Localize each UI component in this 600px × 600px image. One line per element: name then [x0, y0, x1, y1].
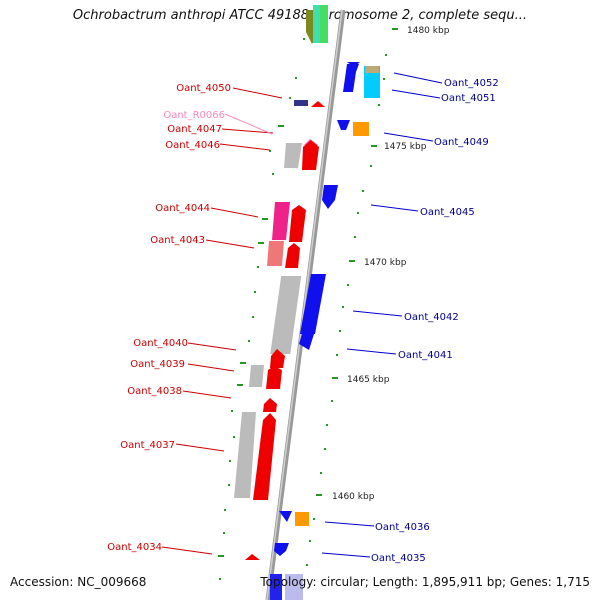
gene-oant-4036[interactable]: [279, 511, 309, 526]
gene-label-oant-4044[interactable]: Oant_4044: [155, 203, 210, 214]
left-label-lines: [161, 87, 283, 555]
gene-label-oant-4045[interactable]: Oant_4045: [420, 207, 475, 218]
scale-label-1480: 1480 kbp: [407, 26, 450, 36]
gene-oant-4035[interactable]: [274, 543, 289, 556]
gene-oant-4040[interactable]: [270, 349, 285, 368]
map-title: Ochrobactrum anthropi ATCC 49188 chromos…: [72, 8, 528, 23]
gene-label-oant-r0066[interactable]: Oant_R0066: [163, 110, 225, 121]
gene-oant-4046[interactable]: [284, 140, 319, 170]
scale-label-1460: 1460 kbp: [332, 492, 375, 502]
gene-oant-4052[interactable]: [343, 62, 380, 98]
guide-ticks: [218, 28, 398, 580]
gene-oant-4049[interactable]: [337, 120, 369, 136]
gene-oant-4044[interactable]: [272, 202, 306, 242]
gene-label-oant-4047[interactable]: Oant_4047: [167, 124, 222, 135]
gene-label-oant-4051[interactable]: Oant_4051: [441, 93, 496, 104]
accession-text: Accession: NC_009668: [10, 575, 147, 589]
gene-label-oant-4039[interactable]: Oant_4039: [130, 359, 185, 370]
gene-oant-4043[interactable]: [267, 241, 300, 268]
gene-label-oant-4036[interactable]: Oant_4036: [375, 522, 430, 533]
gene-oant-4038[interactable]: [263, 398, 277, 412]
scale-label-1475: 1475 kbp: [384, 142, 427, 152]
gene-label-oant-4052[interactable]: Oant_4052: [444, 78, 499, 89]
gene-label-oant-4034[interactable]: Oant_4034: [107, 542, 162, 553]
topology-summary: Topology: circular; Length: 1,895,911 bp…: [260, 575, 590, 589]
gene-bottom-partial[interactable]: [270, 574, 303, 600]
gene-label-oant-4037[interactable]: Oant_4037: [120, 440, 175, 451]
gene-oant-4050[interactable]: [294, 100, 325, 107]
gene-oant-4039[interactable]: [249, 365, 282, 389]
gene-oant-4034[interactable]: [245, 554, 260, 560]
gene-label-oant-4035[interactable]: Oant_4035: [371, 553, 426, 564]
gene-label-oant-4043[interactable]: Oant_4043: [150, 235, 205, 246]
gene-oant-4045[interactable]: [322, 185, 338, 209]
gene-label-oant-4038[interactable]: Oant_4038: [127, 386, 182, 397]
gene-label-oant-4042[interactable]: Oant_4042: [404, 312, 459, 323]
gene-block-top[interactable]: [306, 5, 328, 44]
left-labels: Oant_4050 Oant_R0066 Oant_4047 Oant_4046…: [107, 83, 231, 553]
gene-label-oant-4046[interactable]: Oant_4046: [165, 140, 220, 151]
right-labels: Oant_4052 Oant_4051 Oant_4049 Oant_4045 …: [371, 78, 499, 564]
gene-oant-4037[interactable]: [234, 412, 276, 500]
chromosome-backbone-highlight: [266, 9, 343, 600]
scale-label-1470: 1470 kbp: [364, 258, 407, 268]
scale-label-1465: 1465 kbp: [347, 375, 390, 385]
rna-label-line: [224, 113, 273, 135]
gene-label-oant-4041[interactable]: Oant_4041: [398, 350, 453, 361]
gene-label-oant-4040[interactable]: Oant_4040: [133, 338, 188, 349]
right-label-lines: [321, 72, 443, 558]
gene-label-oant-4049[interactable]: Oant_4049: [434, 137, 489, 148]
gene-label-oant-4050[interactable]: Oant_4050: [176, 83, 231, 94]
gene-oant-4042[interactable]: [270, 274, 326, 354]
